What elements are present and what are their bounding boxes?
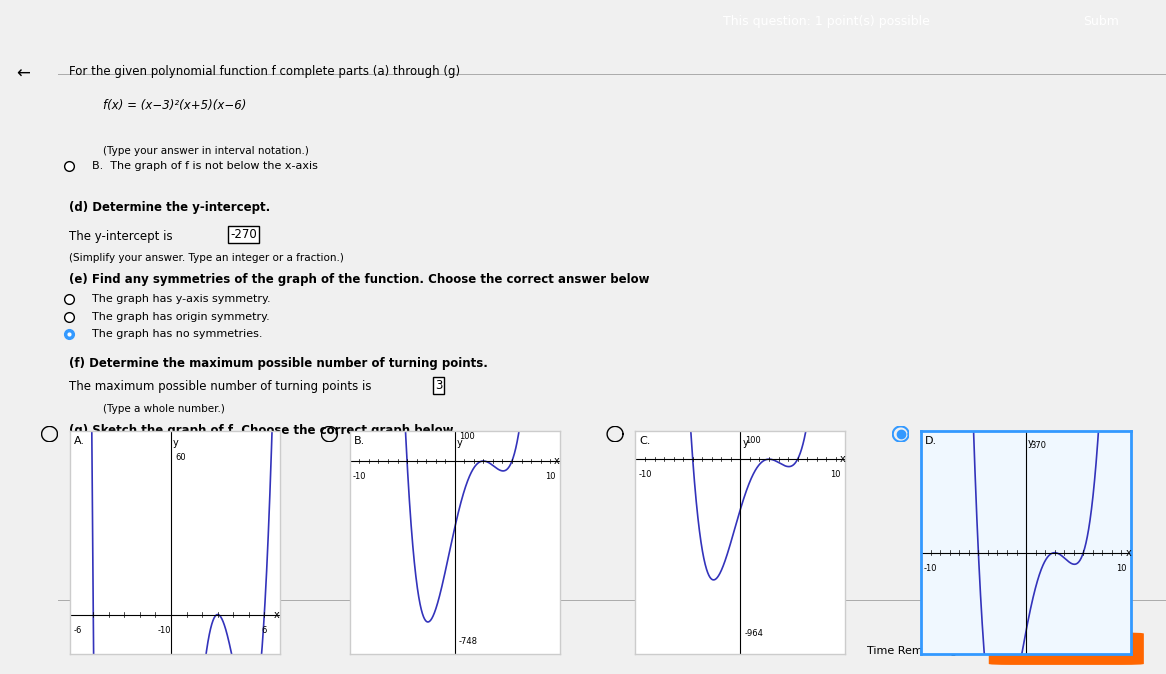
Text: -10: -10 (157, 625, 171, 635)
Text: y: y (457, 438, 463, 448)
Text: 6: 6 (261, 625, 267, 635)
Text: Next: Next (1049, 642, 1083, 655)
Text: B.: B. (354, 436, 365, 446)
Text: (Type a whole number.): (Type a whole number.) (103, 404, 225, 414)
Text: The maximum possible number of turning points is: The maximum possible number of turning p… (70, 381, 375, 394)
Text: Time Remaining: 00:37:18: Time Remaining: 00:37:18 (866, 646, 1013, 656)
Text: y: y (1028, 438, 1034, 448)
Text: The graph has no symmetries.: The graph has no symmetries. (91, 329, 262, 339)
Text: (g) Sketch the graph of f. Choose the correct graph below.: (g) Sketch the graph of f. Choose the co… (70, 424, 458, 437)
Text: 100: 100 (459, 432, 475, 441)
Text: C.: C. (640, 436, 651, 446)
Text: -10: -10 (352, 472, 366, 481)
Text: f(x) = (x−3)²(x+5)(x−6): f(x) = (x−3)²(x+5)(x−6) (103, 99, 246, 113)
Text: x: x (554, 456, 560, 466)
Text: 370: 370 (1031, 441, 1046, 450)
Text: 60: 60 (175, 453, 185, 462)
Text: -10: -10 (638, 470, 652, 479)
Text: -6: -6 (73, 625, 82, 635)
Text: -10: -10 (923, 563, 937, 573)
Text: (e) Find any symmetries of the graph of the function. Choose the correct answer : (e) Find any symmetries of the graph of … (70, 273, 649, 286)
Text: Subm: Subm (1083, 15, 1119, 28)
Text: ←: ← (16, 65, 30, 83)
Text: A.: A. (75, 436, 85, 446)
Text: x: x (840, 454, 845, 464)
Text: The graph has origin symmetry.: The graph has origin symmetry. (91, 311, 269, 321)
Text: x: x (274, 609, 280, 619)
Text: -748: -748 (459, 637, 478, 646)
Text: The y-intercept is: The y-intercept is (70, 230, 177, 243)
Text: 3: 3 (435, 379, 442, 392)
Text: This question: 1 point(s) possible: This question: 1 point(s) possible (723, 15, 929, 28)
Text: The graph has y-axis symmetry.: The graph has y-axis symmetry. (91, 295, 271, 305)
Text: 100: 100 (745, 436, 760, 445)
Text: For the given polynomial function f complete parts (a) through (g): For the given polynomial function f comp… (70, 65, 461, 78)
Text: (f) Determine the maximum possible number of turning points.: (f) Determine the maximum possible numbe… (70, 357, 489, 370)
Text: x: x (1125, 548, 1131, 557)
Text: y: y (743, 438, 749, 448)
Text: 10: 10 (830, 470, 841, 479)
Text: (Simplify your answer. Type an integer or a fraction.): (Simplify your answer. Type an integer o… (70, 253, 344, 263)
Text: -964: -964 (745, 629, 764, 638)
Text: (d) Determine the y-intercept.: (d) Determine the y-intercept. (70, 201, 271, 214)
Text: 10: 10 (545, 472, 555, 481)
Text: (Type your answer in interval notation.): (Type your answer in interval notation.) (103, 146, 309, 156)
Text: -270: -270 (230, 228, 257, 241)
Text: D.: D. (926, 436, 937, 446)
Text: B.  The graph of f is not below the x-axis: B. The graph of f is not below the x-axi… (91, 161, 317, 171)
Text: 10: 10 (1116, 563, 1126, 573)
Text: y: y (173, 438, 178, 448)
FancyBboxPatch shape (989, 632, 1144, 665)
